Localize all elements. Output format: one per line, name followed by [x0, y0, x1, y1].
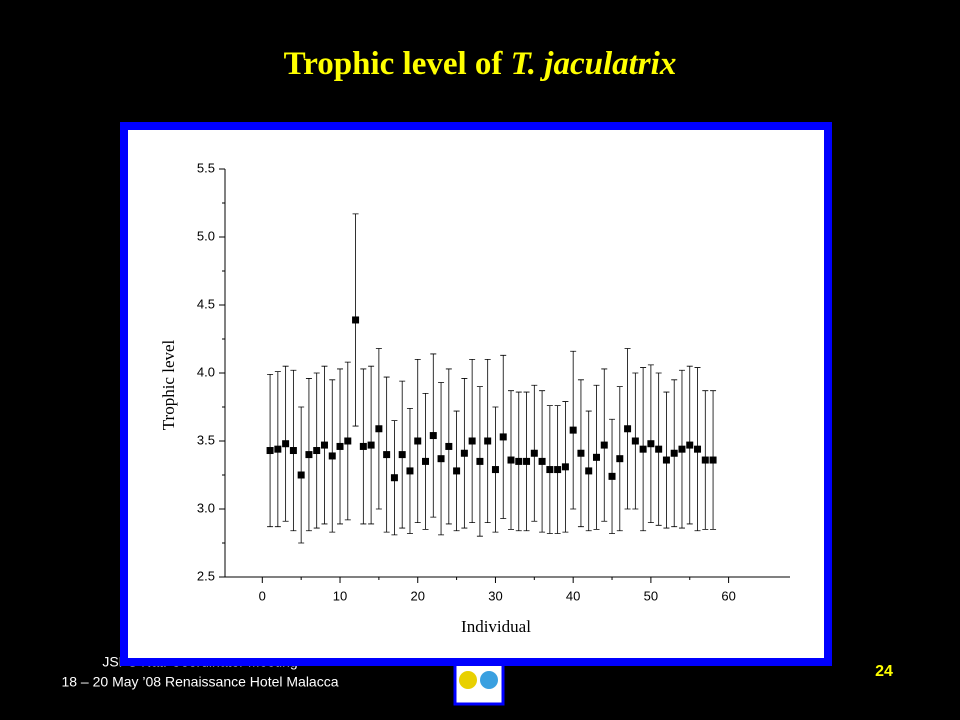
title-text: Trophic level of [284, 46, 504, 82]
point [328, 452, 336, 460]
chart-frame [120, 122, 832, 666]
point [375, 425, 383, 433]
x-tick-label: 0 [259, 588, 266, 603]
point [289, 447, 297, 455]
x-tick-label: 40 [566, 588, 580, 603]
point [367, 441, 375, 449]
point [515, 457, 523, 465]
point [670, 449, 678, 457]
point [577, 449, 585, 457]
point [297, 471, 305, 479]
point [608, 472, 616, 480]
point [709, 456, 717, 464]
footer-line: 18 – 20 May ’08 Renaissance Hotel Malacc… [61, 674, 338, 690]
point [585, 467, 593, 475]
slide-title: Trophic level of T. jaculatrix [284, 46, 677, 82]
point [554, 466, 562, 474]
point [701, 456, 709, 464]
x-tick-label: 50 [644, 588, 658, 603]
x-axis-label: Individual [461, 617, 531, 636]
point [336, 442, 344, 450]
point [507, 456, 515, 464]
point [639, 445, 647, 453]
point [422, 457, 430, 465]
point [359, 442, 367, 450]
point [460, 449, 468, 457]
point [686, 441, 694, 449]
point [274, 445, 282, 453]
point [429, 432, 437, 440]
point [282, 440, 290, 448]
point [398, 451, 406, 459]
point [569, 426, 577, 434]
point [445, 442, 453, 450]
point [453, 467, 461, 475]
point [320, 441, 328, 449]
point [266, 447, 274, 455]
point [491, 466, 499, 474]
y-tick-label: 3.5 [197, 432, 215, 447]
y-tick-label: 5.5 [197, 160, 215, 175]
point [437, 455, 445, 463]
point [662, 456, 670, 464]
y-tick-label: 5.0 [197, 228, 215, 243]
page-number: 24 [875, 663, 893, 680]
point [678, 445, 686, 453]
point [344, 437, 352, 445]
point [631, 437, 639, 445]
point [383, 451, 391, 459]
point [616, 455, 624, 463]
point [305, 451, 313, 459]
x-tick-label: 60 [721, 588, 735, 603]
point [406, 467, 414, 475]
x-tick-label: 30 [488, 588, 502, 603]
point [476, 457, 484, 465]
point [313, 447, 321, 455]
point [530, 449, 538, 457]
y-tick-label: 2.5 [197, 568, 215, 583]
point [655, 445, 663, 453]
point [694, 445, 702, 453]
y-axis-label: Trophic level [159, 339, 178, 430]
point [546, 466, 554, 474]
y-tick-label: 3.0 [197, 500, 215, 515]
point [484, 437, 492, 445]
point [561, 463, 569, 471]
x-tick-label: 20 [411, 588, 425, 603]
point [600, 441, 608, 449]
point [352, 316, 360, 324]
point [468, 437, 476, 445]
x-tick-label: 10 [333, 588, 347, 603]
point [414, 437, 422, 445]
y-tick-label: 4.5 [197, 296, 215, 311]
plot: Trophic level Individual 2.5 3.0 3.5 4.0 4.5… [159, 160, 790, 636]
point [499, 433, 507, 441]
title-species: T. jaculatrix [511, 46, 677, 82]
point [538, 457, 546, 465]
y-tick-label: 4.0 [197, 364, 215, 379]
point [592, 453, 600, 461]
point [647, 440, 655, 448]
point [624, 425, 632, 433]
point [523, 457, 531, 465]
point [390, 474, 398, 482]
